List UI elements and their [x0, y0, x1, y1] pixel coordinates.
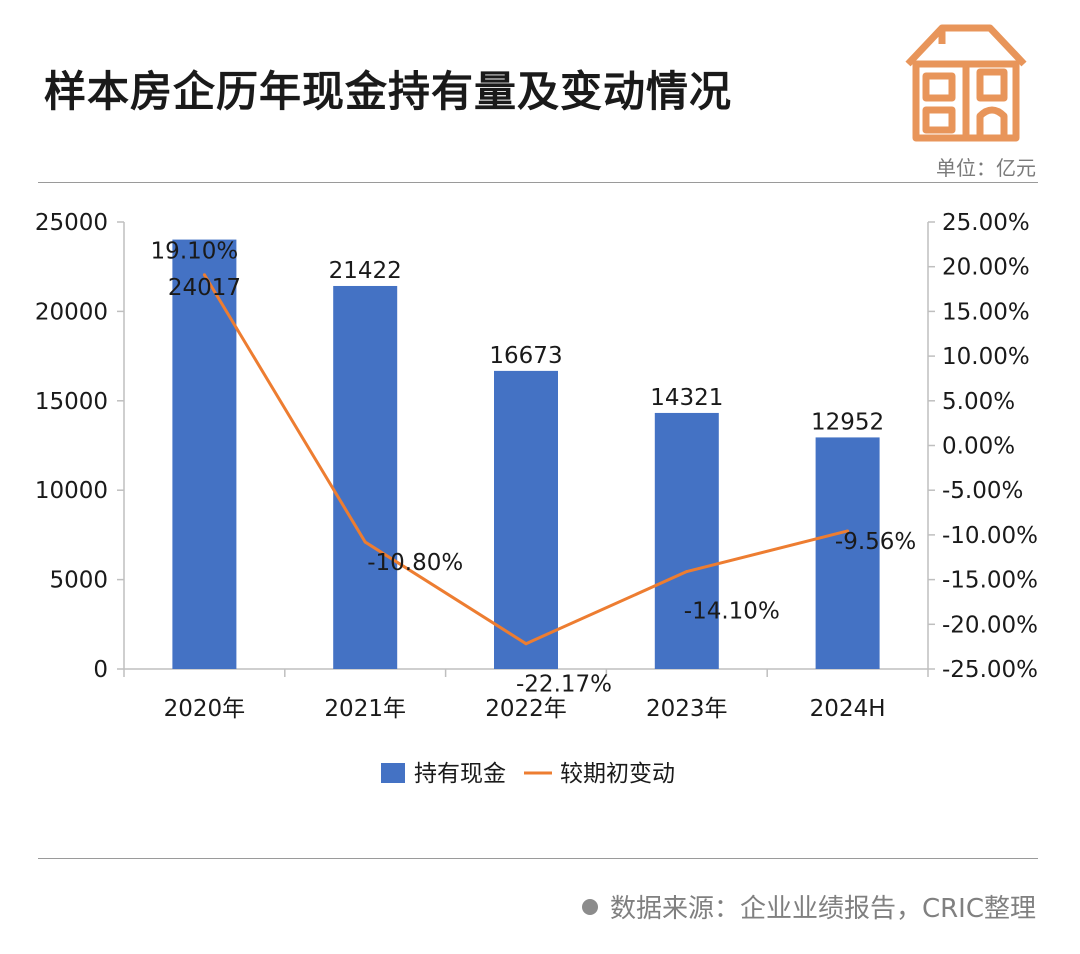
right-tick-label: 25.00% [942, 210, 1030, 236]
line-point [363, 540, 367, 544]
right-tick-label: 20.00% [942, 255, 1030, 281]
left-tick-label: 0 [93, 657, 108, 683]
bar [172, 239, 237, 669]
legend-bar-label: 持有现金 [414, 761, 506, 787]
x-tick-label: 2021年 [324, 696, 406, 722]
line-point [685, 570, 689, 574]
x-tick-label: 2023年 [646, 696, 728, 722]
left-tick-label: 15000 [35, 389, 108, 415]
bar-data-label: 16673 [489, 343, 562, 369]
source-note: 数据来源：企业业绩报告，CRIC整理 [581, 888, 1036, 925]
line-data-label: -9.56% [835, 529, 916, 555]
legend-bar-swatch [381, 763, 405, 783]
bar [333, 285, 398, 669]
left-tick-label: 25000 [35, 210, 108, 236]
top-divider [38, 182, 1038, 183]
right-tick-label: 5.00% [942, 389, 1015, 415]
line-data-label: -14.10% [684, 599, 780, 625]
left-tick-label: 5000 [49, 568, 108, 594]
bar [494, 370, 558, 669]
line-data-label: 19.10% [151, 239, 239, 265]
x-tick-label: 2024H [810, 696, 886, 722]
bar [654, 412, 719, 669]
right-tick-label: 15.00% [942, 299, 1030, 325]
legend-line-label: 较期初变动 [560, 761, 675, 787]
right-tick-label: -15.00% [942, 568, 1038, 594]
line-point [202, 273, 206, 277]
unit-label: 单位：亿元 [936, 156, 1036, 180]
right-tick-label: -25.00% [942, 657, 1038, 683]
house-logo-icon [905, 24, 1027, 142]
line-data-label: -22.17% [516, 672, 612, 698]
bar-data-label: 21422 [329, 258, 402, 284]
right-tick-label: 0.00% [942, 434, 1015, 460]
x-tick-label: 2022年 [485, 696, 567, 722]
left-tick-label: 10000 [35, 478, 108, 504]
bar [815, 437, 880, 669]
left-tick-label: 20000 [35, 299, 108, 325]
line-point [846, 529, 850, 533]
bottom-divider [38, 858, 1038, 859]
source-text: 数据来源：企业业绩报告，CRIC整理 [609, 894, 1036, 924]
right-tick-label: 10.00% [942, 344, 1030, 370]
right-tick-label: -5.00% [942, 478, 1023, 504]
x-tick-label: 2020年 [164, 696, 246, 722]
line-data-label: -10.80% [367, 550, 463, 576]
bar-data-label: 12952 [811, 409, 884, 435]
line-point [524, 642, 528, 646]
bar-data-label: 14321 [650, 385, 723, 411]
right-tick-label: -10.00% [942, 523, 1038, 549]
bar-data-label: 24017 [168, 275, 241, 301]
right-tick-label: -20.00% [942, 612, 1038, 638]
page-title: 样本房企历年现金持有量及变动情况 [44, 67, 733, 116]
bullet-icon [581, 898, 598, 915]
